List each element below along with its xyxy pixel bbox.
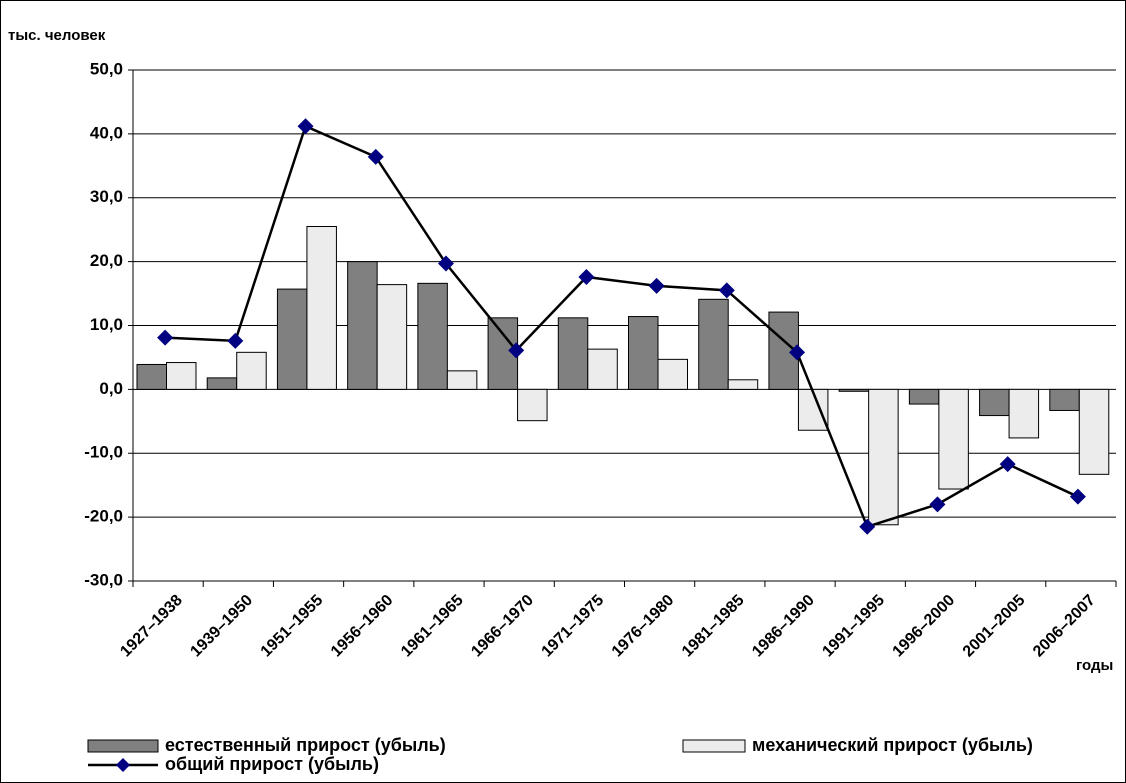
marker	[999, 456, 1016, 473]
bar	[657, 358, 688, 390]
bar	[166, 362, 197, 390]
bar	[698, 298, 729, 390]
bar	[517, 388, 548, 422]
bar	[557, 317, 589, 390]
marker	[789, 344, 806, 361]
legend-label: механический прирост (убыль)	[752, 735, 1033, 755]
bar	[136, 363, 167, 390]
y-tick-label: -10,0	[84, 443, 123, 462]
bar	[446, 370, 478, 390]
marker	[297, 118, 314, 135]
bar	[587, 348, 618, 390]
marker	[929, 496, 946, 513]
marker	[437, 255, 454, 272]
y-tick-label: 50,0	[90, 59, 123, 78]
bar	[206, 377, 238, 390]
bar	[628, 316, 659, 390]
marker	[508, 342, 525, 359]
legend-swatch	[682, 739, 746, 753]
marker	[227, 332, 244, 349]
marker	[367, 148, 384, 165]
marker	[718, 282, 735, 299]
bar	[908, 388, 940, 405]
bar	[838, 388, 870, 392]
y-tick-label: 0,0	[99, 379, 123, 398]
bar	[979, 388, 1010, 417]
y-tick-label: 20,0	[90, 251, 123, 270]
line	[165, 124, 1079, 529]
y-axis-title: тыс. человек	[8, 27, 106, 44]
legend-swatch	[87, 739, 159, 753]
bar	[727, 379, 759, 390]
legend-label: общий прирост (убыль)	[165, 754, 379, 774]
bar	[1008, 388, 1040, 439]
bar	[1078, 388, 1110, 475]
legend-marker	[116, 758, 130, 772]
y-tick-label: 40,0	[90, 123, 123, 142]
y-tick-label: 30,0	[90, 187, 123, 206]
x-axis-title: годы	[1076, 657, 1113, 674]
bar	[306, 225, 337, 390]
marker	[859, 518, 876, 535]
marker	[1069, 488, 1086, 505]
legend-label: естественный прирост (убыль)	[165, 735, 446, 755]
y-tick-label: 10,0	[90, 315, 123, 334]
bar	[276, 288, 308, 390]
bar	[236, 351, 267, 390]
bar	[347, 261, 378, 390]
bar	[868, 388, 899, 526]
marker	[648, 277, 665, 294]
y-tick-label: -20,0	[84, 507, 123, 526]
y-tick-label: -30,0	[84, 570, 123, 589]
bar	[1049, 388, 1080, 411]
bar	[938, 388, 969, 490]
marker	[157, 329, 174, 346]
bar	[417, 282, 448, 390]
bar	[376, 284, 408, 390]
bar	[797, 388, 829, 431]
marker	[578, 268, 595, 285]
